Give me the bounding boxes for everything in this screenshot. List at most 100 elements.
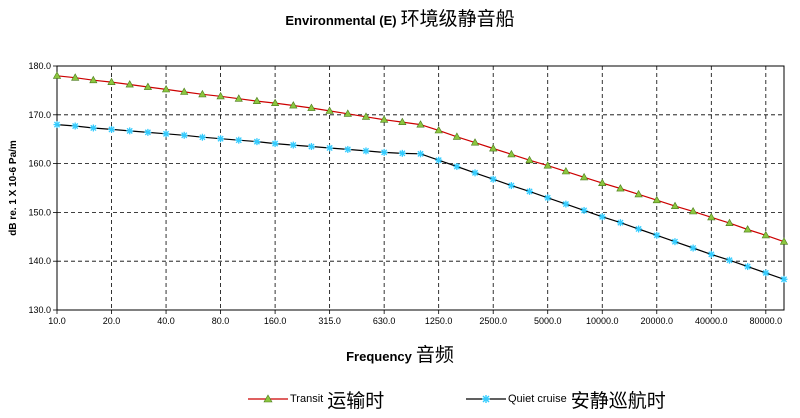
data-point-transit (434, 125, 443, 134)
y-tick-label: 140.0 (28, 256, 51, 266)
data-point-quiet-cruise (235, 136, 243, 144)
data-point-transit (489, 144, 498, 152)
x-tick-label: 80.0 (212, 316, 230, 326)
data-point-quiet-cruise (380, 148, 388, 156)
y-tick-label: 170.0 (28, 110, 51, 120)
chart-title-en: Environmental (E) (285, 13, 397, 28)
data-point-transit (507, 149, 516, 158)
data-point-transit (779, 237, 789, 245)
data-point-quiet-cruise (707, 250, 715, 258)
data-point-transit (598, 178, 607, 186)
data-point-transit (416, 120, 425, 128)
data-point-transit (252, 96, 262, 104)
data-point-transit (71, 73, 80, 81)
data-point-transit (343, 109, 352, 117)
data-point-transit (361, 112, 371, 120)
data-point-quiet-cruise (562, 200, 570, 208)
data-point-quiet-cruise (71, 122, 79, 130)
y-tick-label: 150.0 (28, 207, 51, 217)
data-point-quiet-cruise (271, 140, 279, 148)
y-tick-label: 130.0 (28, 305, 51, 315)
data-point-transit (107, 77, 116, 85)
data-point-transit (379, 115, 389, 123)
data-point-quiet-cruise (507, 182, 515, 190)
data-point-transit (307, 103, 316, 111)
data-point-transit (743, 225, 752, 233)
data-point-quiet-cruise (253, 138, 261, 146)
chart-title: Environmental (E) 环境级静音船 (0, 4, 800, 31)
x-tick-label: 160.0 (264, 316, 287, 326)
data-point-transit (525, 155, 534, 164)
legend-item-quiet-cruise: Quiet cruise 安静巡航时 (466, 386, 666, 412)
x-tick-label: 10000.0 (586, 316, 619, 326)
x-tick-label: 10.0 (48, 316, 66, 326)
data-point-transit (143, 82, 153, 90)
legend-label-transit: Transit (290, 393, 324, 405)
data-point-transit (634, 189, 643, 198)
x-tick-label: 1250.0 (425, 316, 453, 326)
data-point-quiet-cruise (435, 156, 443, 164)
x-axis-label-en: Frequency (346, 349, 412, 364)
x-axis-label: Frequency 音频 (0, 340, 800, 367)
data-point-quiet-cruise (53, 121, 61, 129)
data-point-transit (398, 117, 407, 125)
chart-title-zh: 环境级静音船 (400, 8, 515, 30)
data-point-transit (761, 230, 770, 239)
legend-item-transit: Transit 运输时 (248, 386, 384, 412)
data-point-quiet-cruise (162, 130, 170, 138)
data-point-quiet-cruise (653, 231, 661, 239)
data-point-quiet-cruise (744, 263, 752, 271)
data-point-quiet-cruise (398, 149, 406, 157)
data-point-quiet-cruise (544, 194, 552, 202)
data-point-quiet-cruise (471, 169, 479, 177)
data-point-quiet-cruise (489, 175, 497, 183)
data-point-quiet-cruise (580, 206, 588, 214)
data-point-quiet-cruise (616, 219, 624, 227)
data-point-quiet-cruise (289, 141, 297, 149)
data-point-quiet-cruise (180, 131, 188, 139)
data-point-quiet-cruise (326, 144, 334, 152)
data-point-quiet-cruise (198, 133, 206, 141)
data-point-transit (198, 89, 207, 98)
data-point-quiet-cruise (89, 124, 97, 132)
data-point-transit (470, 138, 480, 146)
data-point-transit (234, 94, 243, 102)
data-point-quiet-cruise (689, 244, 697, 252)
data-point-transit (452, 132, 462, 140)
data-point-quiet-cruise (725, 256, 733, 264)
data-point-quiet-cruise (780, 275, 788, 283)
legend-label-quiet-cruise-zh: 安静巡航时 (570, 389, 666, 412)
data-point-transit (652, 195, 661, 204)
data-point-quiet-cruise (217, 135, 225, 143)
x-tick-label: 80000.0 (750, 316, 783, 326)
data-point-quiet-cruise (362, 147, 370, 155)
data-point-quiet-cruise (344, 145, 352, 153)
x-tick-label: 40000.0 (695, 316, 728, 326)
plot-area (57, 66, 784, 310)
legend-swatch-transit (248, 394, 288, 403)
plot-frame (56, 65, 785, 311)
x-tick-label: 40.0 (157, 316, 175, 326)
y-tick-label: 180.0 (28, 61, 51, 71)
data-point-transit (579, 172, 589, 181)
y-axis-label: dB re. 1 X 10-6 Pa/m (8, 140, 19, 236)
legend-label-transit-zh: 运输时 (327, 389, 385, 412)
data-point-transit (52, 71, 62, 79)
legend-swatch-quiet-cruise (466, 395, 506, 403)
data-point-transit (707, 212, 716, 221)
data-point-transit (688, 206, 698, 215)
data-point-transit (180, 87, 189, 95)
data-point-transit (725, 218, 734, 226)
data-point-transit (289, 101, 298, 109)
data-point-transit (216, 91, 225, 100)
data-point-quiet-cruise (526, 187, 534, 195)
data-point-transit (561, 166, 571, 175)
x-axis-label-zh: 音频 (415, 344, 454, 366)
x-tick-label: 5000.0 (534, 316, 562, 326)
data-point-transit (325, 106, 334, 114)
data-point-quiet-cruise (671, 238, 679, 246)
data-point-quiet-cruise (762, 269, 770, 277)
data-point-transit (270, 98, 280, 106)
legend-label-quiet-cruise: Quiet cruise (508, 393, 567, 405)
x-tick-label: 315.0 (318, 316, 341, 326)
